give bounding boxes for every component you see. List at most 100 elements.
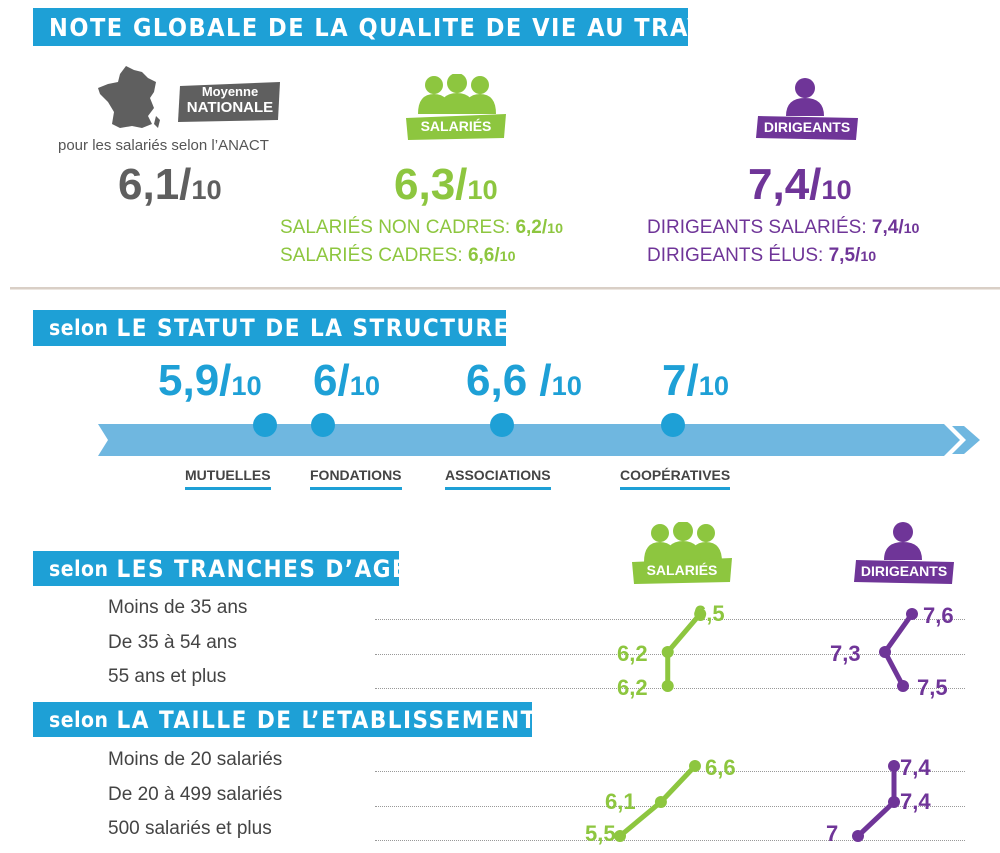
- age-dirigeants-badge: DIRIGEANTS: [860, 563, 948, 579]
- statut-banner: selon LE STATUT DE LA STRUCTURE: [33, 310, 510, 346]
- salaries-cadres: SALARIÉS CADRES: 6,6/10: [280, 245, 516, 267]
- age-banner: selon LES TRANCHES D’AGE: [33, 551, 407, 586]
- age-row-label: De 35 à 54 ans: [108, 632, 237, 653]
- taille-dirigeants-point-2: [888, 796, 900, 808]
- taille-dirigeants-label-2: 7,4: [900, 789, 931, 814]
- salaries-badge: SALARIÉS: [420, 118, 492, 134]
- salaries-non-cadres-label: SALARIÉS NON CADRES:: [280, 217, 516, 238]
- taille-salaries-label-2: 6,1: [605, 789, 636, 814]
- taille-dirigeants-label-3: 7: [826, 821, 839, 846]
- taille-banner: selon LA TAILLE DE L’ETABLISSEMENT: [33, 702, 535, 737]
- age-row-label: Moins de 35 ans: [108, 597, 248, 618]
- statut-label-mutuelles: MUTUELLES: [185, 467, 271, 490]
- dirigeants-elus-label: DIRIGEANTS ÉLUS:: [647, 245, 829, 266]
- salaries-score-den: 10: [467, 174, 498, 205]
- taille-dirigeants-label-1: 7,4: [900, 755, 931, 780]
- taille-row-guide: [375, 840, 965, 841]
- taille-chart: [614, 760, 900, 842]
- taille-salaries-label-1: 6,6: [705, 755, 736, 780]
- age-salaries-label-3: 6,2: [617, 675, 648, 700]
- dirigeants-badge: DIRIGEANTS: [763, 119, 851, 135]
- statut-score-den: 10: [231, 370, 262, 401]
- national-score: 6,1/10: [118, 160, 222, 210]
- dirigeants-score-value: 7,4/: [748, 160, 822, 209]
- salaries-cadres-value: 6,6/: [467, 245, 500, 266]
- statut-dot-cooperatives: [661, 413, 685, 437]
- salaries-non-cadres-value: 6,2/: [515, 217, 548, 238]
- statut-score-value: 6,6 /: [466, 356, 552, 405]
- dirigeants-elus: DIRIGEANTS ÉLUS: 7,5/10: [647, 245, 876, 267]
- taille-dirigeants-point-1: [888, 760, 900, 772]
- statut-score-value: 6/: [313, 356, 350, 405]
- statut-score-associations: 6,6 /10: [466, 356, 582, 406]
- age-dirigeants-person-icon: [884, 522, 922, 560]
- taille-salaries-point-2: [654, 796, 667, 808]
- taille-row-guide: [375, 771, 965, 772]
- statut-score-fondations: 6/10: [313, 356, 380, 406]
- dirigeants-score: 7,4/10: [748, 160, 852, 210]
- national-score-value: 6,1/: [118, 160, 192, 209]
- statut-banner-prefix: selon: [49, 316, 109, 340]
- age-salaries-badge-shape: [632, 558, 732, 584]
- statut-score-den: 10: [698, 370, 730, 401]
- france-map-icon: [98, 66, 160, 128]
- age-salaries-label-1: 6,5: [694, 601, 725, 626]
- taille-banner-title: LA TAILLE DE L’ETABLISSEMENT: [116, 705, 537, 734]
- age-salaries-point-3: [661, 680, 674, 692]
- age-banner-prefix: selon: [49, 556, 109, 581]
- statut-score-cooperatives: 7/10: [662, 356, 729, 406]
- age-dirigeants-label-2: 7,3: [830, 641, 861, 666]
- dirigeants-salaries-value: 7,4/: [871, 217, 904, 238]
- statut-score-den: 10: [551, 370, 582, 401]
- salaries-badge-shape: [406, 114, 506, 140]
- taille-row-label: De 20 à 499 salariés: [108, 784, 283, 805]
- age-salaries-group-icon: [644, 522, 722, 562]
- statut-arrow: [98, 424, 980, 456]
- taille-row-guide: [375, 806, 965, 807]
- dirigeants-salaries: DIRIGEANTS SALARIÉS: 7,4/10: [647, 217, 919, 239]
- age-salaries-badge: SALARIÉS: [646, 562, 718, 578]
- section-divider: [10, 287, 1000, 290]
- age-dirigeants-label-1: 7,6: [923, 603, 954, 628]
- page-title: NOTE GLOBALE DE LA QUALITE DE VIE AU TRA…: [49, 12, 749, 42]
- dirigeants-score-den: 10: [821, 174, 852, 205]
- statut-label-cooperatives: COOPÉRATIVES: [620, 467, 731, 490]
- nationale-badge-line2: NATIONALE: [186, 99, 274, 116]
- dirigeants-badge-shape: [756, 116, 858, 140]
- salaries-cadres-label: SALARIÉS CADRES:: [280, 245, 468, 266]
- age-dirigeants-point-3: [897, 680, 909, 692]
- age-dirigeants-point-1: [906, 608, 918, 620]
- statut-score-value: 5,9/: [158, 356, 232, 405]
- age-salaries-label-2: 6,2: [617, 641, 648, 666]
- statut-dot-fondations: [311, 413, 335, 437]
- age-salaries-point-1: [694, 608, 707, 620]
- dirigeants-salaries-den: 10: [903, 221, 920, 237]
- statut-score-mutuelles: 5,9/10: [158, 356, 262, 406]
- dirigeants-elus-den: 10: [860, 249, 877, 265]
- statut-banner-title: LE STATUT DE LA STRUCTURE: [116, 314, 510, 342]
- statut-dot-associations: [490, 413, 514, 437]
- age-salaries-point-2: [661, 646, 674, 658]
- salaries-cadres-den: 10: [499, 249, 516, 265]
- statut-score-value: 7/: [662, 356, 699, 405]
- dirigeants-elus-value: 7,5/: [828, 245, 861, 266]
- taille-dirigeants-point-3: [852, 830, 864, 842]
- nationale-badge: Moyenne NATIONALE: [180, 84, 280, 116]
- statut-label-associations: ASSOCIATIONS: [445, 467, 551, 490]
- age-dirigeants-label-3: 7,5: [917, 675, 948, 700]
- national-caption: pour les salariés selon l’ANACT: [58, 137, 269, 154]
- taille-row-label: Moins de 20 salariés: [108, 749, 283, 770]
- age-dirigeants-point-2: [879, 646, 891, 658]
- taille-salaries-label-3: 5,5: [585, 821, 616, 846]
- salaries-score-value: 6,3/: [394, 160, 468, 209]
- national-score-den: 10: [191, 174, 222, 205]
- nationale-badge-line1: Moyenne: [201, 84, 259, 99]
- taille-banner-prefix: selon: [49, 707, 109, 732]
- nationale-badge-shape: [178, 82, 280, 122]
- taille-salaries-point-1: [689, 760, 701, 772]
- statut-dot-mutuelles: [253, 413, 277, 437]
- dirigeants-salaries-label: DIRIGEANTS SALARIÉS:: [647, 217, 872, 238]
- taille-row-label: 500 salariés et plus: [108, 818, 272, 839]
- title-banner: NOTE GLOBALE DE LA QUALITE DE VIE AU TRA…: [33, 8, 747, 46]
- statut-label-fondations: FONDATIONS: [310, 467, 402, 490]
